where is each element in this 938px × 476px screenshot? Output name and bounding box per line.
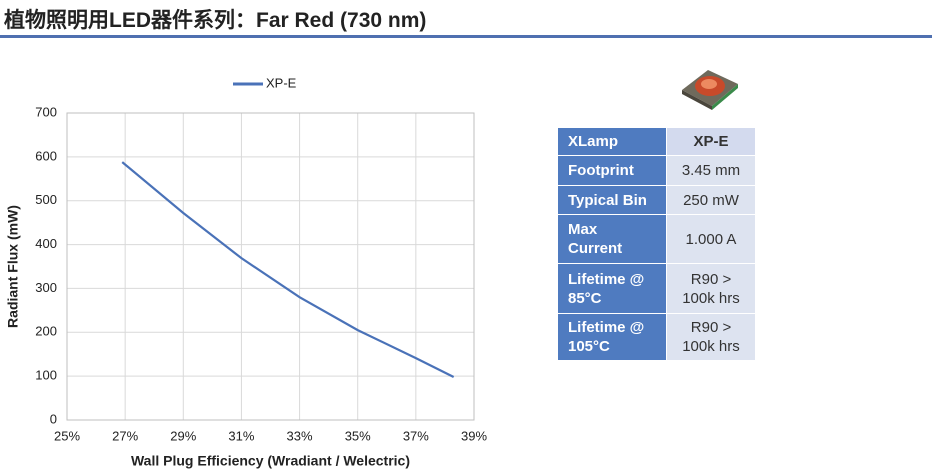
y-tick-label: 100	[35, 368, 57, 383]
led-image	[682, 70, 738, 110]
x-tick-label: 27%	[112, 428, 138, 443]
table-value: 3.45 mm	[666, 155, 756, 186]
x-tick-label: 25%	[54, 428, 80, 443]
table-row: Lifetime @ 105°C R90 > 100k hrs	[557, 313, 756, 361]
y-tick-label: 700	[35, 104, 57, 119]
y-tick-label: 200	[35, 324, 57, 339]
table-key: Max Current	[557, 214, 667, 264]
data-line	[121, 161, 455, 379]
table-row: Footprint 3.45 mm	[557, 155, 756, 186]
table-key: XLamp	[557, 127, 667, 156]
y-tick-label: 300	[35, 280, 57, 295]
y-axis-label: Radiant Flux (mW)	[5, 205, 21, 328]
x-tick-label: 29%	[170, 428, 196, 443]
table-row: Lifetime @ 85°C R90 > 100k hrs	[557, 263, 756, 314]
table-key: Typical Bin	[557, 185, 667, 215]
x-tick-label: 35%	[345, 428, 371, 443]
x-tick-label: 31%	[228, 428, 254, 443]
y-tick-label: 400	[35, 236, 57, 251]
table-key: Footprint	[557, 155, 667, 186]
x-tick-label: 39%	[461, 428, 487, 443]
x-tick-label: 33%	[287, 428, 313, 443]
x-axis-label: Wall Plug Efficiency (Wradiant / Welectr…	[131, 453, 410, 469]
y-tick-label: 600	[35, 148, 57, 163]
spec-table: XLamp XP-E Footprint 3.45 mm Typical Bin 250 …	[557, 127, 756, 361]
table-row: XLamp XP-E	[557, 127, 756, 156]
table-value: 1.000 A	[666, 214, 756, 264]
table-key: Lifetime @ 105°C	[557, 313, 667, 361]
page-title: 植物照明用LED器件系列：Far Red (730 nm)	[4, 9, 427, 32]
x-tick-label: 37%	[403, 428, 429, 443]
table-value: R90 > 100k hrs	[666, 263, 756, 314]
table-value: 250 mW	[666, 185, 756, 215]
table-value: XP-E	[666, 127, 756, 156]
plot-frame	[66, 112, 475, 421]
table-row: Typical Bin 250 mW	[557, 185, 756, 215]
table-row: Max Current 1.000 A	[557, 214, 756, 264]
chart: 0 100 200 300 400 500 600 700 25% 27% 29% 31% 33% 35%…	[5, 75, 488, 469]
y-tick-label: 0	[50, 411, 57, 426]
table-value: R90 > 100k hrs	[666, 313, 756, 361]
y-tick-label: 500	[35, 192, 57, 207]
title-rule	[0, 35, 932, 38]
table-key: Lifetime @ 85°C	[557, 263, 667, 314]
legend-label: XP-E	[266, 75, 297, 90]
